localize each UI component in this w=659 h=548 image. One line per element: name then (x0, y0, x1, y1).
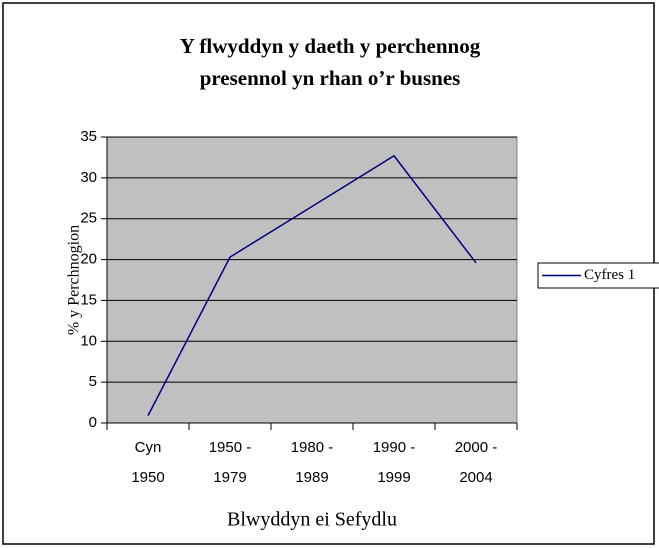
x-tick-label: Cyn 1950 (131, 439, 165, 486)
x-tick-label: 1950 - 1979 (208, 439, 252, 486)
chart-title: presennol yn rhan o’r busnes (200, 66, 461, 90)
data-line (147, 154, 477, 416)
y-tick-label: 0 (89, 414, 97, 431)
plot-area (106, 136, 518, 424)
y-tick-label: 30 (80, 169, 97, 186)
x-tick-label: 2000 - 2004 (454, 439, 498, 486)
y-tick-label: 15 (80, 291, 97, 308)
x-tick-label: 1990 - 1999 (372, 439, 416, 486)
legend-label: Cyfres 1 (584, 267, 635, 283)
x-axis-label: Blwyddyn ei Sefydlu (227, 509, 397, 531)
y-tick-label: 10 (80, 332, 97, 349)
y-tick-label: 20 (80, 251, 97, 268)
y-tick-label: 25 (80, 210, 97, 227)
y-tick-label: 5 (89, 373, 97, 390)
y-axis-label: % y Perchnogion (66, 225, 83, 335)
x-tick-label: 1980 - 1989 (290, 439, 334, 486)
y-tick-label: 35 (80, 128, 97, 145)
chart-title: Y flwyddyn y daeth y perchennog (180, 34, 481, 58)
